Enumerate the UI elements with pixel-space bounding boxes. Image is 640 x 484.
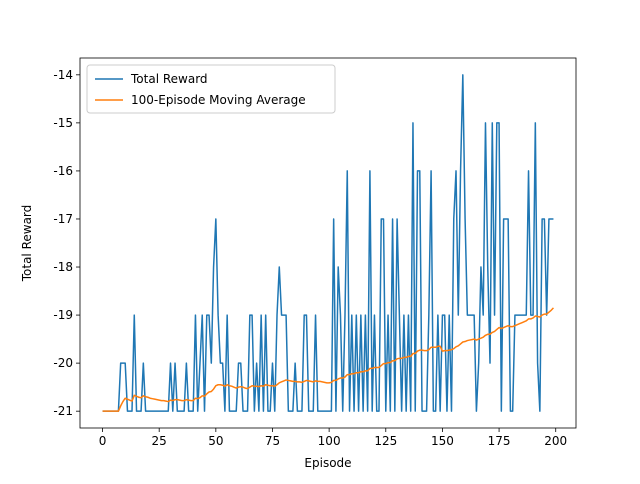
x-tick-label: 175 bbox=[488, 434, 511, 448]
x-tick-label: 50 bbox=[208, 434, 223, 448]
x-tick-label: 100 bbox=[318, 434, 341, 448]
y-tick-label: -20 bbox=[53, 356, 73, 370]
y-tick-label: -21 bbox=[53, 404, 73, 418]
x-tick-label: 200 bbox=[544, 434, 567, 448]
y-tick-label: -16 bbox=[53, 164, 73, 178]
legend-label: Total Reward bbox=[130, 72, 208, 86]
y-tick-label: -14 bbox=[53, 68, 73, 82]
x-axis-label: Episode bbox=[304, 456, 351, 470]
y-tick-label: -19 bbox=[53, 308, 73, 322]
x-tick-label: 0 bbox=[99, 434, 107, 448]
series-line bbox=[102, 307, 554, 412]
series-line bbox=[102, 74, 554, 412]
x-tick-label: 75 bbox=[265, 434, 280, 448]
y-tick-label: -18 bbox=[53, 260, 73, 274]
legend-box bbox=[86, 64, 336, 114]
x-tick-label: 25 bbox=[152, 434, 167, 448]
x-tick-label: 125 bbox=[374, 434, 397, 448]
y-tick-label: -17 bbox=[53, 212, 73, 226]
legend-label: 100-Episode Moving Average bbox=[131, 93, 306, 107]
x-tick-label: 150 bbox=[431, 434, 454, 448]
y-axis-label: Total Reward bbox=[20, 205, 34, 283]
plot-frame bbox=[79, 57, 577, 429]
y-tick-label: -15 bbox=[53, 116, 73, 130]
